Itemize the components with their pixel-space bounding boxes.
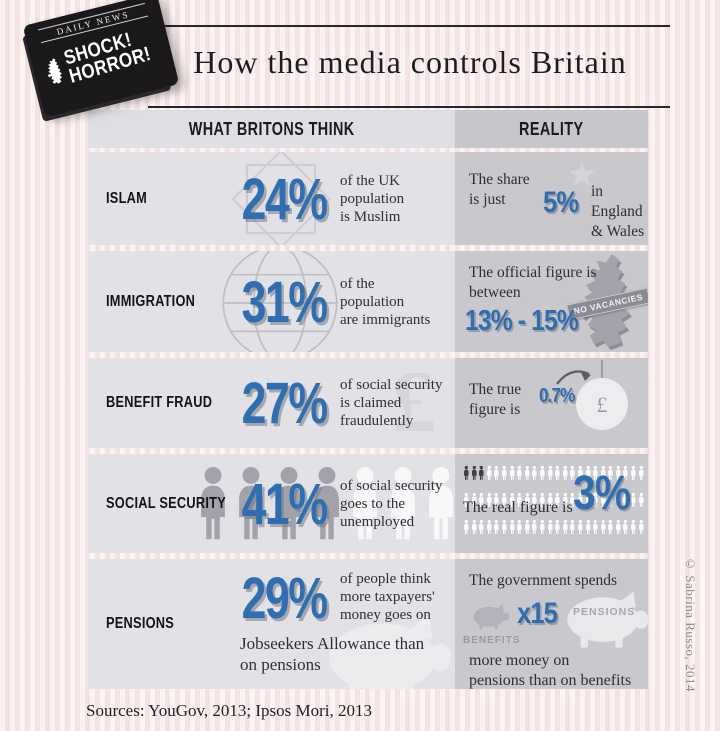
benefits-pig-label: BENEFITS xyxy=(463,635,521,646)
islam-think-text: of the UK population is Muslim xyxy=(340,172,405,225)
header-think-label: WHAT BRITONS THINK xyxy=(188,118,355,139)
star-icon xyxy=(568,161,596,187)
row-social-security: SOCIAL SECURITY 41% of social security g… xyxy=(0,454,720,553)
row-pensions: PENSIONS 29% of people think more taxpay… xyxy=(0,559,720,689)
pensions-think-text: of people think more taxpayers' money go… xyxy=(340,571,435,623)
pensions-pig-icon xyxy=(557,585,648,651)
shock-horror-badge: DAILY NEWS SHOCK! HORROR! xyxy=(22,0,180,118)
immigration-think-value: 31% xyxy=(241,267,328,335)
pensions-reality-lead: The government spends xyxy=(469,572,618,589)
globe-icon xyxy=(222,251,338,352)
row-immigration: IMMIGRATION 31% of the population are im… xyxy=(0,251,720,352)
immigration-reality-lead: The official figure is between xyxy=(469,264,597,301)
row-islam: ISLAM 24% of the UK population is Muslim… xyxy=(0,152,720,245)
immigration-think-cell: IMMIGRATION 31% of the population are im… xyxy=(88,251,455,352)
benefit-fraud-reality-value: 0.7% xyxy=(539,385,575,407)
pensions-reality-tail: more money on pensions than on benefits xyxy=(469,652,632,689)
badge-shout-text: SHOCK! HORROR! xyxy=(61,28,154,88)
copyright-credit: © Sabrina Russo, 2014 xyxy=(683,556,698,692)
social-security-reality-value: 3% xyxy=(573,467,631,520)
page-title: How the media controls Britain xyxy=(193,44,627,80)
pound-balloon-icon: £ xyxy=(576,360,628,430)
islam-think-value: 24% xyxy=(241,164,328,232)
header-reality: REALITY xyxy=(455,110,648,148)
row-label-benefit-fraud: BENEFIT FRAUD xyxy=(106,394,213,411)
islam-think-cell: ISLAM 24% of the UK population is Muslim xyxy=(88,152,455,245)
benefit-fraud-reality-lead: The true figure is xyxy=(469,381,522,418)
header-think: WHAT BRITONS THINK xyxy=(88,110,455,148)
immigration-think-text: of the population are immigrants xyxy=(340,275,431,328)
islam-reality-tail: in England & Wales xyxy=(591,183,645,240)
islam-reality-lead: The share is just xyxy=(469,171,530,208)
islam-reality-value: 5% xyxy=(543,186,579,219)
svg-text:£: £ xyxy=(597,392,608,417)
immigration-reality-cell: NO VACANCIES The official figure is betw… xyxy=(455,251,648,352)
benefit-fraud-think-text: of social security is claimed fraudulent… xyxy=(340,377,443,429)
benefit-fraud-think-value: 27% xyxy=(241,369,328,436)
pensions-think-cell: PENSIONS 29% of people think more taxpay… xyxy=(88,559,455,689)
title-rule-top xyxy=(148,25,670,27)
social-security-reality-lead: The real figure is xyxy=(463,499,573,516)
benefit-fraud-think-cell: £ BENEFIT FRAUD 27% of social security i… xyxy=(88,358,455,448)
row-label-social-security: SOCIAL SECURITY xyxy=(106,494,226,512)
social-security-think-value: 41% xyxy=(241,469,328,537)
pensions-think-value: 29% xyxy=(241,564,328,631)
curved-arrow-icon xyxy=(556,370,591,385)
benefit-fraud-reality-cell: £ The true figure is 0.7% xyxy=(455,358,648,448)
pensions-reality-cell: The government spends BENEFITS x15 PENSI… xyxy=(455,559,648,689)
title-rule-bottom xyxy=(148,106,670,108)
rub-el-hizb-icon xyxy=(231,152,331,245)
social-security-reality-cell: The real figure is 3% xyxy=(455,454,648,553)
pensions-pig-label: PENSIONS xyxy=(573,606,636,618)
social-security-think-text: of social security goes to the unemploye… xyxy=(340,477,443,530)
immigration-reality-value: 13% - 15% xyxy=(465,305,579,337)
pound-icon: £ xyxy=(392,358,436,448)
sources-text: Sources: YouGov, 2013; Ipsos Mori, 2013 xyxy=(86,701,373,720)
row-label-islam: ISLAM xyxy=(106,189,148,207)
islam-reality-cell: The share is just 5% in England & Wales xyxy=(455,152,648,245)
benefits-pig-icon xyxy=(469,601,513,631)
social-security-think-cell: SOCIAL SECURITY 41% of social security g… xyxy=(88,454,455,553)
row-label-pensions: PENSIONS xyxy=(106,615,175,632)
pensions-think-text2: Jobseekers Allowance than on pensions xyxy=(240,634,425,675)
pensions-multiplier: x15 xyxy=(517,597,558,630)
row-benefit-fraud: £ BENEFIT FRAUD 27% of social security i… xyxy=(0,358,720,448)
row-label-immigration: IMMIGRATION xyxy=(106,292,196,310)
header-reality-label: REALITY xyxy=(519,118,584,139)
